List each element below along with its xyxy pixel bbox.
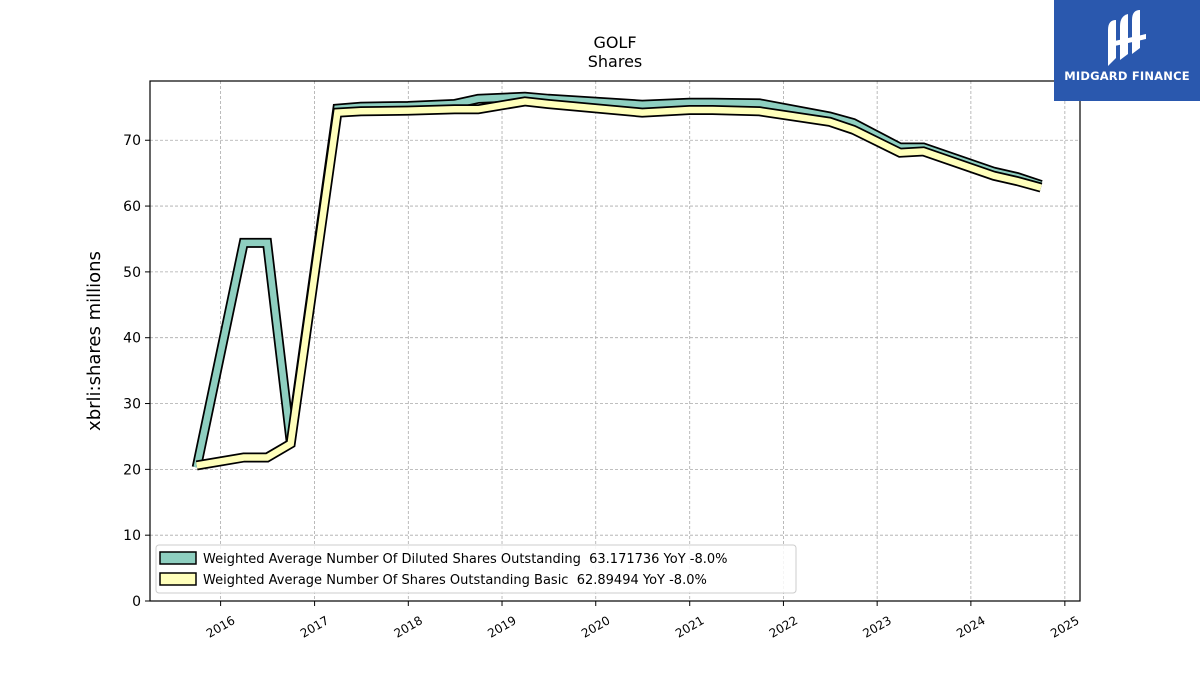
midgard-finance-logo: MIDGARD FINANCE [1054,0,1200,101]
legend-label-diluted: Weighted Average Number Of Diluted Share… [203,552,728,567]
legend: Weighted Average Number Of Diluted Share… [155,544,797,594]
midgard-logo-mark-icon [1108,10,1146,66]
x-tick-label: 2025 [1048,613,1081,640]
legend-swatch-diluted [159,551,197,565]
y-tick-label: 20 [123,462,141,478]
x-tick-label: 2018 [392,613,425,640]
x-tick-label: 2021 [673,613,706,640]
x-tick-label: 2024 [954,613,987,640]
plot-frame [149,80,1081,602]
y-tick-label: 70 [123,133,141,149]
x-tick-label: 2016 [204,613,237,640]
legend-swatch-basic [159,572,197,586]
x-tick-label: 2020 [579,613,612,640]
y-tick-label: 50 [123,265,141,281]
legend-label-basic: Weighted Average Number Of Shares Outsta… [203,573,707,588]
y-tick-label: 0 [132,594,141,610]
series-layer [191,91,1043,471]
chart-title: GOLF [593,33,636,52]
x-tick-label: 2019 [485,613,518,640]
logo-text: MIDGARD FINANCE [1064,69,1190,83]
y-tick-label: 60 [123,199,141,215]
y-tick-label: 40 [123,331,141,347]
y-tick-label: 30 [123,397,141,413]
series-line-outline [195,96,1043,471]
x-tick-label: 2023 [860,613,893,640]
y-axis-label: xbrli:shares millions [84,251,105,431]
x-tick-label: 2017 [298,613,331,640]
y-tick-label: 10 [123,528,141,544]
legend-box [155,544,797,594]
series-line [196,98,1042,469]
x-tick-label: 2022 [767,613,800,640]
chart-subtitle: Shares [588,52,643,71]
